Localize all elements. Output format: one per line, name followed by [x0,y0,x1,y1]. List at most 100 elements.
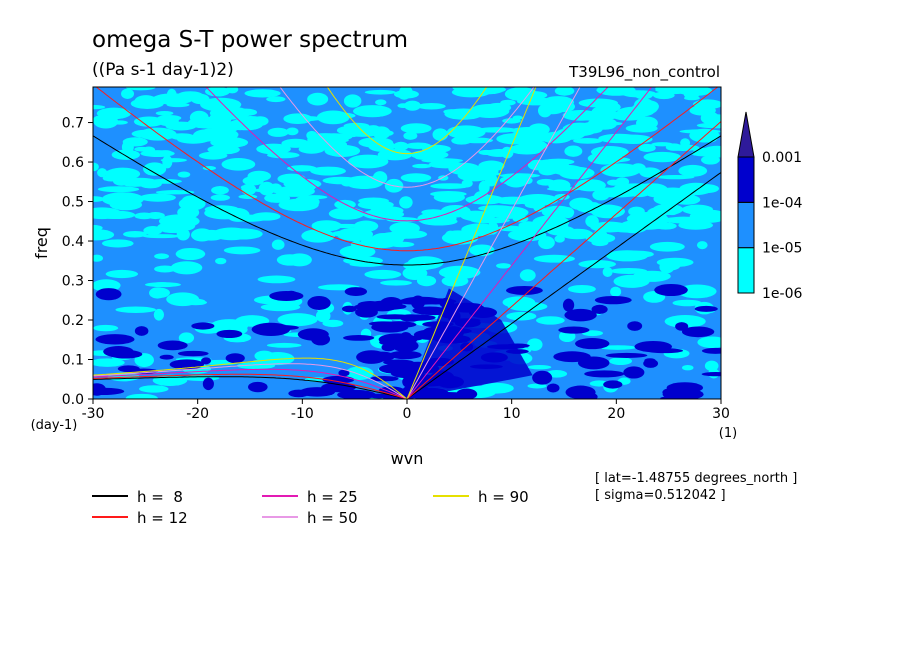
high-power-patch [564,308,597,322]
low-power-patch [100,170,130,177]
low-power-patch [581,111,623,120]
y-tick-label: 0.5 [62,195,84,211]
low-power-patch [322,319,344,328]
low-power-patch [678,220,714,230]
low-power-patch [672,299,702,307]
low-power-patch [212,227,251,241]
low-power-patch [574,179,606,192]
high-power-patch [388,350,422,360]
colorbar-segment [737,247,755,294]
low-power-patch [139,193,176,202]
low-power-patch [649,241,685,252]
low-power-patch [595,101,621,113]
low-power-patch [496,263,511,269]
low-power-patch [93,254,103,262]
low-power-patch [380,280,413,286]
low-power-patch [397,103,410,109]
low-power-patch [527,159,548,171]
high-power-patch [694,305,718,312]
low-power-patch [178,332,195,344]
high-power-patch [605,352,648,358]
high-power-patch [575,338,610,350]
low-power-patch [178,298,206,304]
low-power-patch [101,192,144,207]
low-power-patch [368,129,394,137]
high-power-patch [675,322,689,331]
low-power-patch [647,207,668,219]
low-power-patch [704,360,719,372]
low-power-patch [343,94,362,108]
y-axis: 0.0 0.1 0.2 0.3 0.4 0.5 0.6 0.7 [62,116,93,408]
low-power-patch [441,231,479,245]
low-power-patch [585,233,616,244]
chart-subtitle: ((Pa s-1 day-1)2) [92,60,234,80]
low-power-patch [596,87,636,96]
low-power-patch [497,225,524,232]
low-power-patch [609,357,633,366]
low-power-patch [256,143,291,155]
low-power-patch [133,116,165,127]
rossby-curve [93,363,408,399]
high-power-patch [640,342,661,352]
low-power-patch [661,260,681,271]
high-power-patch [376,314,414,320]
high-power-patch [201,357,212,365]
colorbar-label: 0.001 [762,150,802,166]
low-power-patch [93,358,125,367]
kelvin-curve [406,121,721,399]
low-power-patch [500,99,516,106]
low-power-patch [680,138,691,148]
rossby-curve [93,368,408,399]
low-power-patch [461,179,473,188]
low-power-patch [154,265,176,273]
low-power-patch [700,111,719,125]
low-power-patch [462,137,494,144]
colorbar-label: 1e-05 [762,241,802,257]
low-power-patch [142,234,180,239]
low-power-patch [139,385,169,393]
low-power-patch [446,125,486,139]
low-power-patch [257,275,296,284]
low-power-patch [398,91,410,100]
low-power-patch [494,196,532,205]
high-power-patch [93,387,125,395]
x-axis-unit: (1) [719,426,737,441]
low-power-patch [328,207,365,220]
low-power-patch [595,148,606,160]
low-power-patch [301,229,335,243]
low-power-patch [620,250,654,258]
low-power-patch [93,196,105,202]
low-power-patch [155,190,195,195]
low-power-patch [150,287,170,298]
low-power-patch [357,200,394,210]
low-power-patch [415,156,444,161]
low-power-patch [353,105,392,118]
x-axis: -30 -20 -10 0 10 20 30 [82,399,730,422]
low-power-patch [417,212,457,226]
low-power-patch [116,203,134,210]
high-power-patch [627,321,643,331]
low-power-patch [93,324,119,332]
kelvin-curve [406,87,581,399]
low-power-patch [554,235,565,243]
low-power-patch [212,87,228,97]
high-power-patch [337,389,376,399]
kelvin-curve [406,87,537,399]
low-power-patch [554,87,575,96]
low-power-patch [315,309,331,323]
high-power-patch [299,387,336,397]
low-power-patch [218,122,240,133]
high-power-patch [532,370,553,385]
low-power-patch [93,114,119,129]
high-power-patch [191,322,215,330]
low-power-patch [277,313,318,327]
low-power-patch [322,176,360,185]
low-power-patch [349,262,384,267]
low-power-patch [187,116,227,129]
low-power-patch [430,190,467,198]
high-power-patch [414,307,442,315]
high-power-patch [225,353,245,364]
low-power-patch [538,236,555,250]
low-power-patch [215,257,227,265]
high-power-patch [654,283,688,297]
